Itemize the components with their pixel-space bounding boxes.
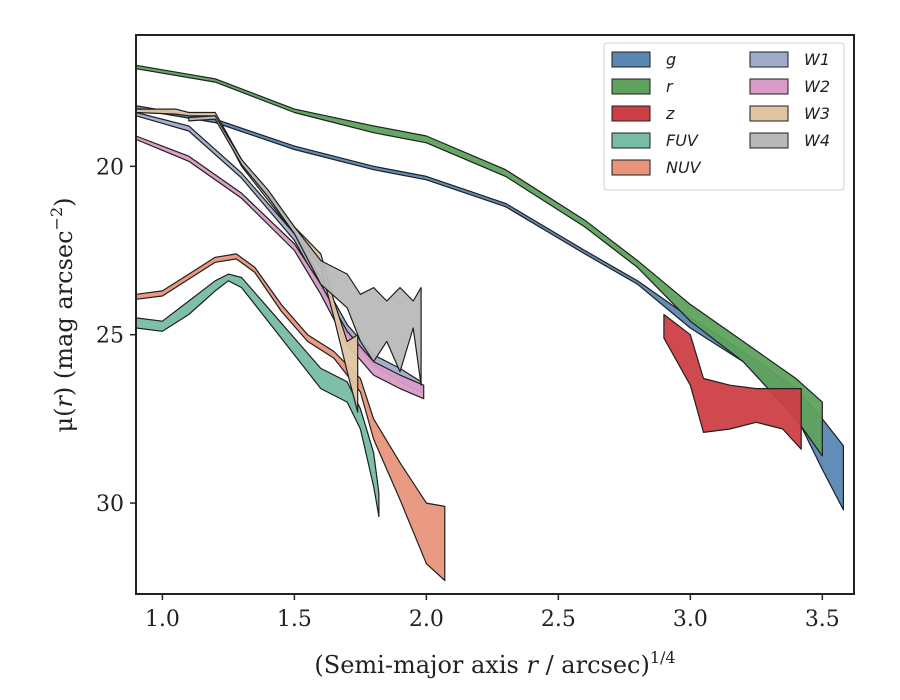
legend: grz FUV NUV W1 W2 W3 W4: [603, 42, 845, 191]
legend-label-w1: W1: [804, 50, 830, 69]
y-axis-label-mu: μ(: [50, 408, 78, 433]
x-axis-label-var: r: [526, 651, 539, 679]
band-fuv: [136, 273, 380, 518]
y-axis-label-sup: −2: [47, 207, 66, 231]
legend-swatch-g: [611, 51, 651, 68]
band-w4: [188, 115, 422, 386]
profile-bands: [136, 64, 845, 582]
legend-swatch-w2: [749, 78, 789, 95]
x-axis-ticks: 1.0 1.5 2.0 2.5 3.0 3.5: [145, 594, 840, 632]
y-axis-label: μ(r) (mag arcsec−2): [47, 197, 78, 432]
legend-label-r: r: [666, 77, 674, 96]
legend-label-w2: W2: [804, 77, 830, 96]
legend-label-z: z: [665, 104, 675, 123]
y-axis-ticks: 20 25 30: [96, 155, 136, 517]
y-tick-label: 20: [96, 155, 124, 180]
y-tick-label: 25: [96, 324, 124, 349]
legend-label-w4: W4: [804, 131, 830, 150]
y-tick-label: 30: [96, 492, 124, 517]
legend-label-fuv: FUV: [666, 131, 699, 150]
legend-swatch-w4: [749, 132, 789, 149]
legend-label-nuv: NUV: [666, 158, 702, 177]
band-nuv: [136, 253, 446, 582]
legend-swatch-z: [611, 105, 651, 122]
legend-swatch-r: [611, 78, 651, 95]
legend-label-w3: W3: [804, 104, 830, 123]
band-w2: [136, 135, 425, 400]
y-axis-label-close: ): [50, 197, 78, 206]
y-axis-label-var: r: [50, 395, 78, 408]
plot-frame: [135, 34, 855, 595]
band-r: [136, 64, 823, 457]
x-tick-label: 3.0: [673, 607, 708, 632]
band-z: [663, 313, 802, 450]
x-tick-label: 1.0: [145, 607, 180, 632]
x-tick-label: 2.5: [541, 607, 576, 632]
legend-swatch-w1: [749, 51, 789, 68]
x-axis-label-sup: 1/4: [650, 648, 676, 667]
band-g: [136, 105, 845, 511]
x-axis-label: (Semi-major axis r / arcsec)1/4: [314, 648, 675, 679]
x-axis-label-middle: / arcsec): [538, 651, 650, 679]
legend-swatch-w3: [749, 105, 789, 122]
x-tick-label: 2.0: [409, 607, 444, 632]
legend-swatch-nuv: [611, 159, 651, 176]
legend-swatch-fuv: [611, 132, 651, 149]
x-tick-label: 3.5: [805, 607, 840, 632]
legend-label-g: g: [666, 50, 676, 69]
y-axis-label-rest: ) (mag arcsec: [50, 230, 78, 396]
x-tick-label: 1.5: [277, 607, 312, 632]
x-axis-label-prefix: (Semi-major axis: [314, 651, 526, 679]
